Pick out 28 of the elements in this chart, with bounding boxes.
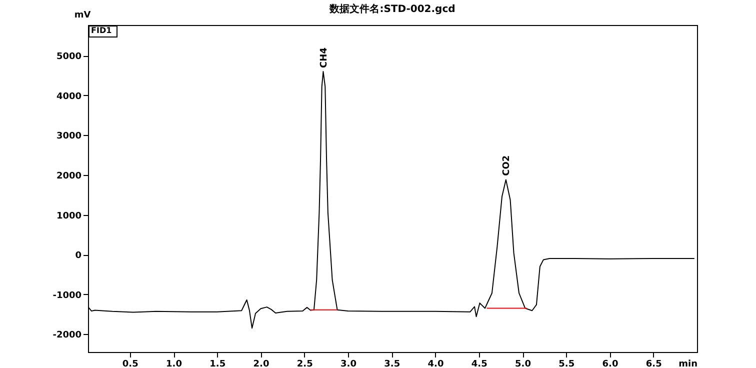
y-tick-label: 1000 — [56, 211, 82, 222]
y-tick-label: 5000 — [56, 52, 82, 62]
line-series — [88, 71, 695, 329]
y-tick-label: 4000 — [56, 92, 82, 102]
y-tick-label: 2000 — [56, 171, 82, 182]
y-tick-label: -2000 — [52, 330, 82, 341]
y-axis-title: mV — [74, 10, 91, 20]
x-tick-label: 3.5 — [384, 360, 400, 368]
y-tick-label: 3000 — [56, 132, 82, 142]
x-tick-label: 4.0 — [428, 360, 444, 368]
annotation: CH4 — [320, 48, 330, 68]
x-tick-label: 2.5 — [296, 360, 313, 368]
x-tick-label: 6.5 — [646, 360, 662, 368]
x-tick-label: 2.0 — [253, 360, 270, 368]
x-tick-label: 4.5 — [471, 360, 488, 368]
x-tick-label: 5.5 — [558, 360, 575, 368]
x-tick-label: 0.5 — [122, 360, 138, 368]
x-tick-label: 6.0 — [602, 360, 618, 368]
annotation: CO2 — [502, 155, 512, 176]
x-tick-label: 1.0 — [166, 360, 182, 368]
y-tick-label: -1000 — [52, 290, 82, 301]
chart-title: 数据文件名:STD-002.gcd — [328, 3, 456, 15]
x-tick-label: 5.0 — [515, 360, 531, 368]
x-tick-label: 3.0 — [340, 360, 356, 368]
x-axis-title: min — [678, 360, 698, 368]
x-tick-label: 1.5 — [210, 360, 226, 368]
y-tick-label: 0 — [75, 251, 82, 262]
annotation: FID1 — [91, 26, 112, 35]
